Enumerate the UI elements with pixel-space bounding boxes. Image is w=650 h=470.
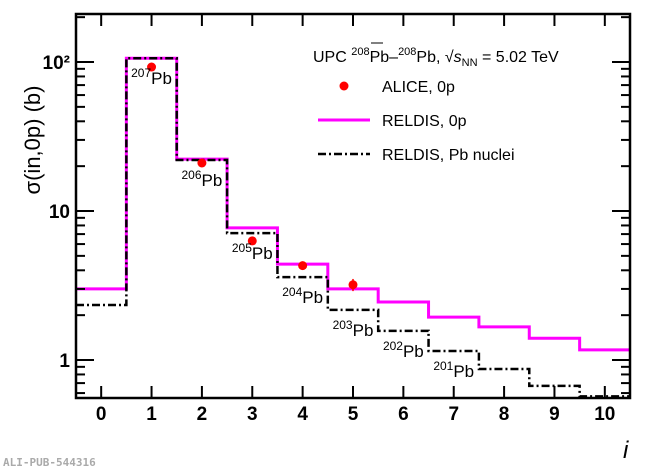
- y-tick-label: 10²: [43, 53, 70, 74]
- isotope-label: 206Pb: [181, 168, 222, 190]
- alice-data-point: [247, 236, 257, 246]
- alice-data-point: [147, 62, 157, 72]
- x-tick-label: 9: [549, 404, 560, 425]
- isotope-label: 205Pb: [232, 241, 273, 263]
- legend-marker-alice: [339, 81, 349, 91]
- x-tick-label: 4: [297, 404, 308, 425]
- legend-entry: ALICE, 0p: [382, 79, 455, 96]
- x-tick-label: 5: [348, 404, 359, 425]
- alice-data-point: [298, 261, 308, 271]
- x-tick-label: 6: [398, 404, 409, 425]
- legend-entry: RELDIS, Pb nuclei: [382, 147, 515, 164]
- isotope-label: 207Pb: [131, 66, 172, 88]
- x-tick-label: 3: [247, 404, 258, 425]
- y-tick-label: 1: [59, 351, 70, 372]
- y-axis-label: σ(in,0p) (b): [20, 86, 45, 195]
- x-axis-label: i: [623, 437, 629, 464]
- x-tick-label: 2: [197, 404, 208, 425]
- x-tick-label: 0: [96, 404, 107, 425]
- isotope-label: 201Pb: [433, 359, 474, 381]
- isotope-label: 204Pb: [282, 285, 323, 307]
- alice-data-point: [348, 280, 358, 290]
- x-tick-label: 1: [146, 404, 157, 425]
- reldis-pb-nuclei-line: [76, 56, 630, 398]
- y-tick-label: 10: [49, 202, 70, 223]
- reldis-0p-line: [76, 56, 630, 352]
- x-tick-label: 8: [499, 404, 510, 425]
- footer-id: ALI-PUB-544316: [3, 456, 96, 469]
- legend-entry: RELDIS, 0p: [382, 113, 467, 130]
- x-tick-label: 7: [448, 404, 459, 425]
- isotope-label: 203Pb: [333, 318, 374, 340]
- isotope-label: 202Pb: [383, 339, 424, 361]
- alice-data-point: [197, 158, 207, 168]
- legend-header: UPC 208Pb–208Pb, √sNN = 5.02 TeV: [313, 46, 559, 69]
- x-tick-label: 10: [594, 404, 615, 425]
